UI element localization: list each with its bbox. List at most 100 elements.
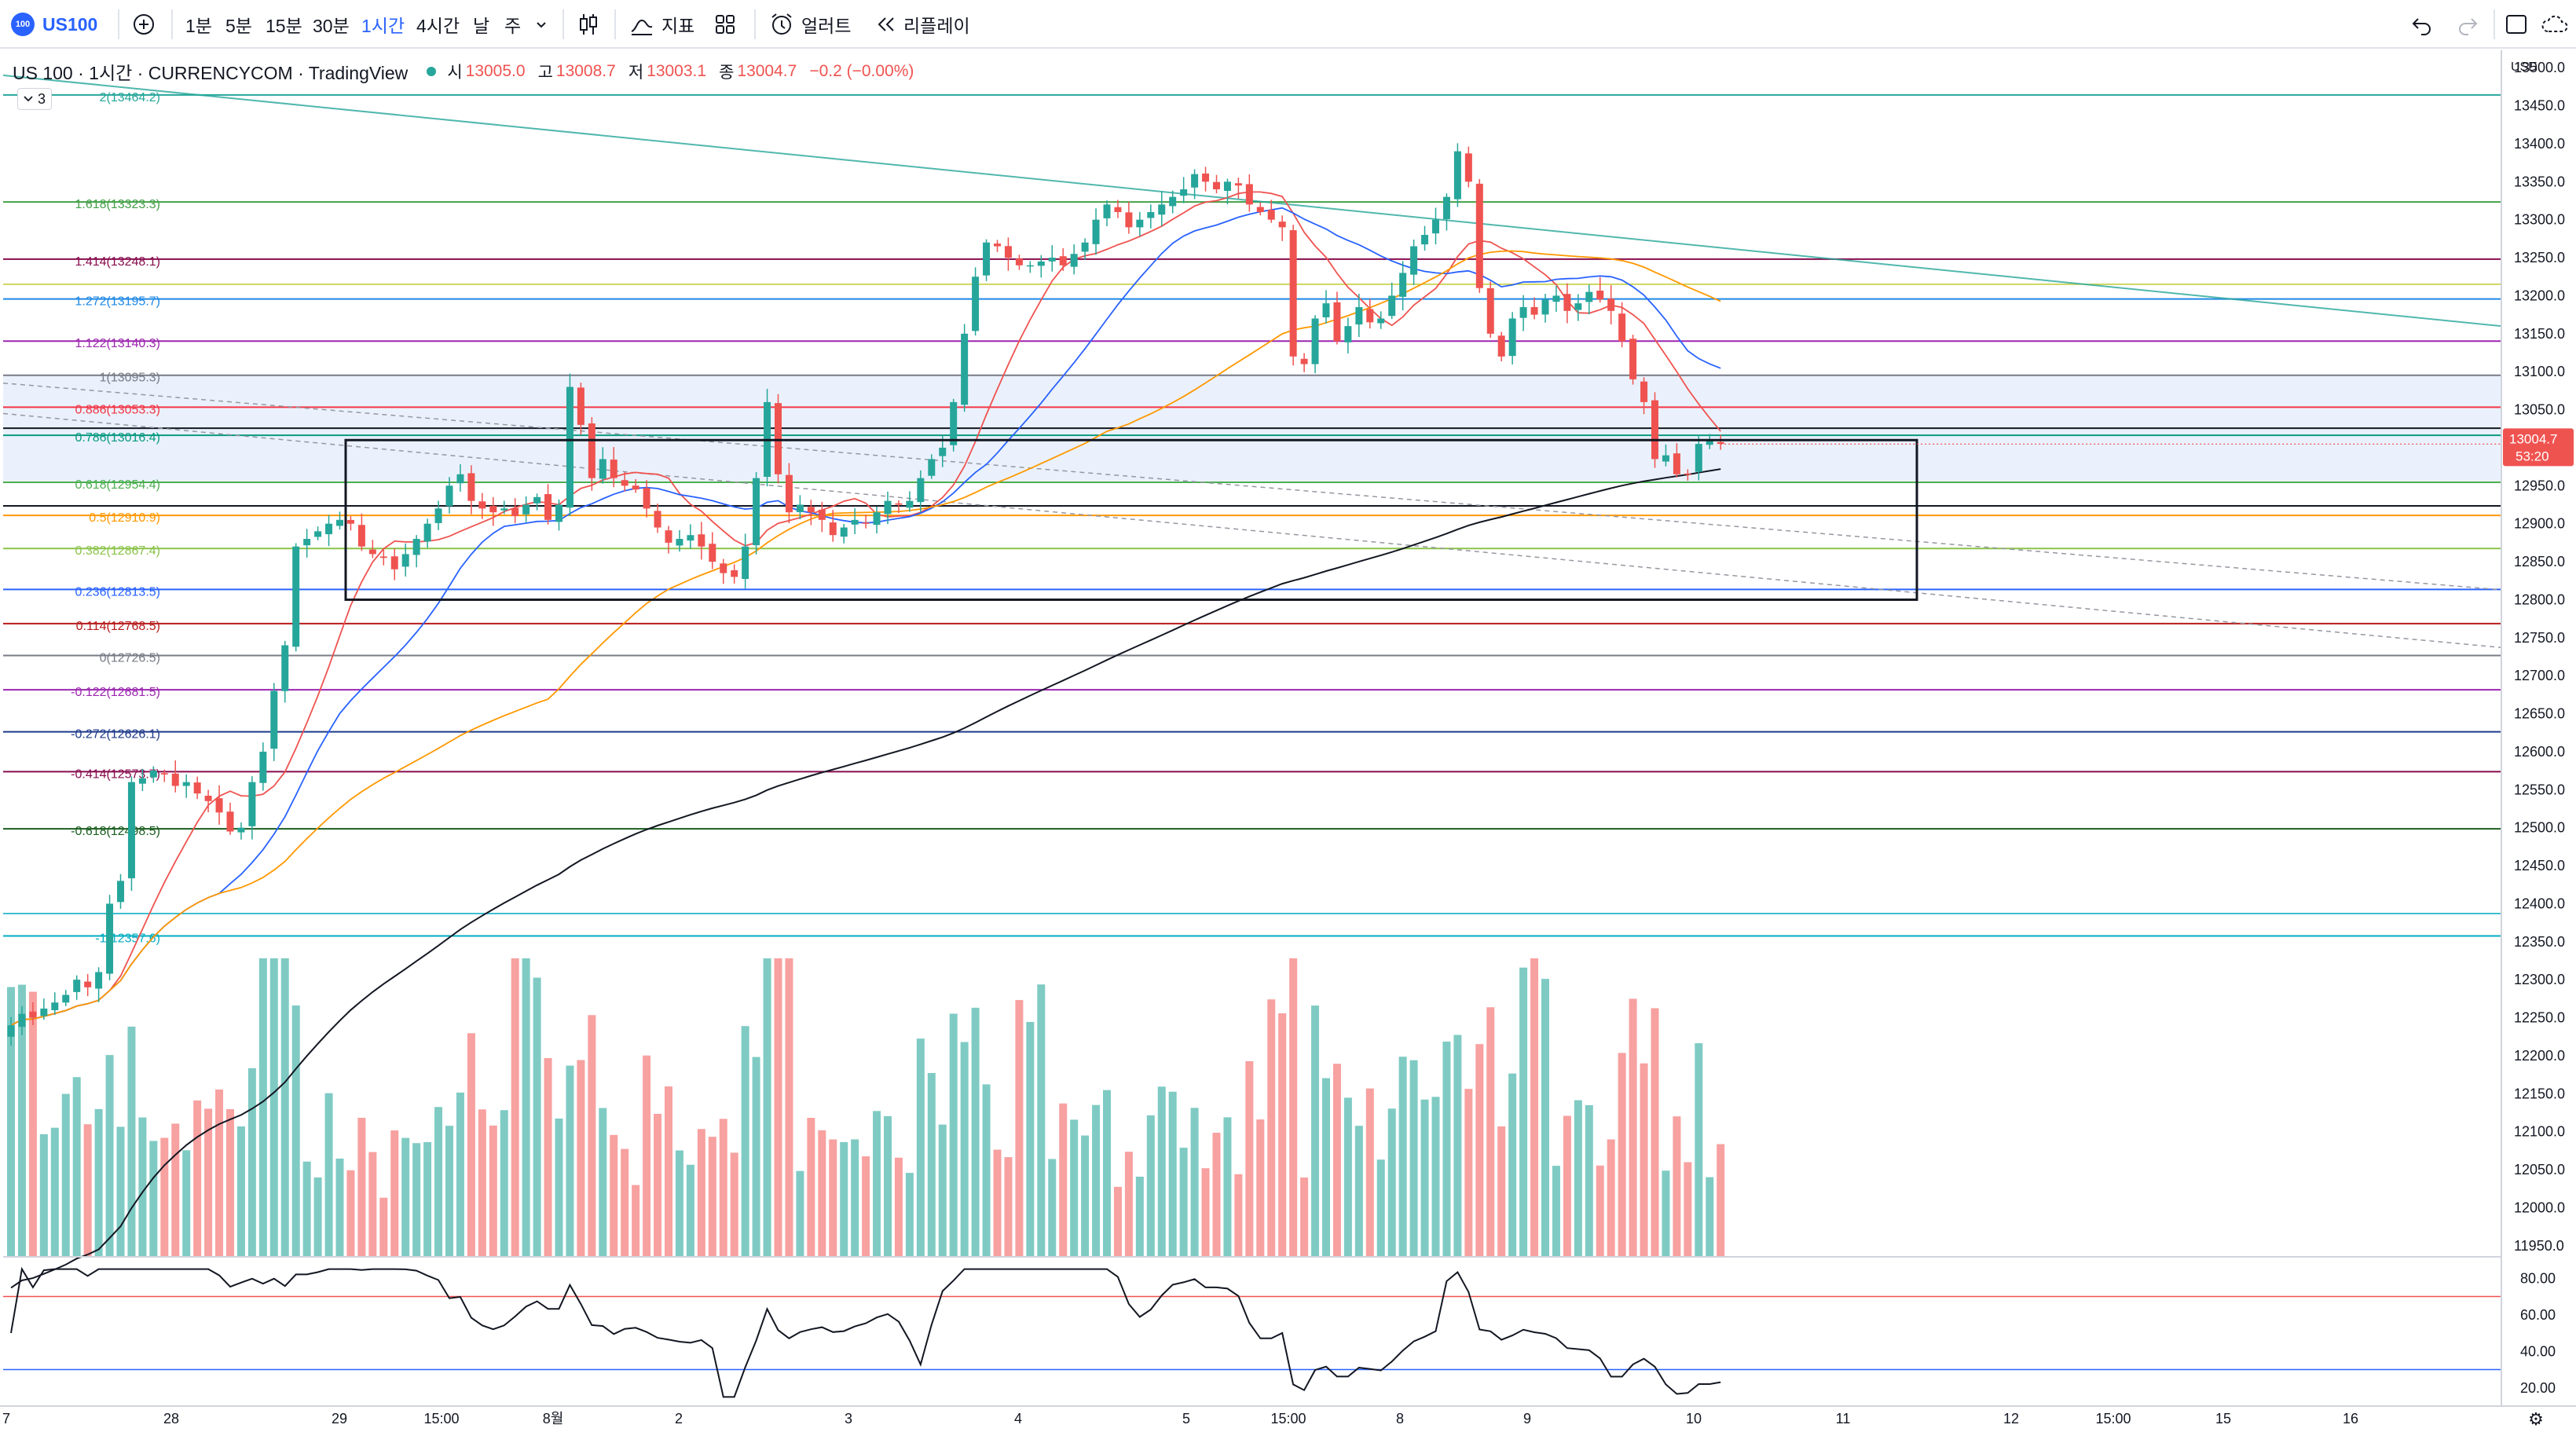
- rewind-icon: [878, 17, 894, 31]
- chart-legend: US 100 · 1시간 · CURRENCYCOM · TradingView…: [13, 58, 926, 85]
- volume-bar: [7, 987, 15, 1257]
- candle-body: [1717, 441, 1724, 445]
- candle-body: [1563, 294, 1571, 311]
- templates-button[interactable]: [713, 0, 737, 49]
- volume-bar: [83, 1124, 92, 1257]
- price-tick-label: 12650.0: [2514, 706, 2565, 722]
- volume-bar: [982, 1084, 991, 1257]
- interval-week[interactable]: 주: [504, 16, 522, 36]
- candle-body: [1497, 335, 1505, 357]
- chart-type-button[interactable]: [577, 0, 600, 49]
- volume-bar: [1618, 1053, 1626, 1257]
- volume-bar: [247, 1068, 256, 1257]
- price-tick-label: 12800.0: [2514, 591, 2565, 607]
- volume-bar: [555, 1118, 563, 1257]
- candle-body: [379, 556, 387, 559]
- interval-1h[interactable]: 1시간: [361, 16, 405, 36]
- compare-symbol-button[interactable]: [130, 0, 157, 49]
- volume-bar: [774, 958, 782, 1257]
- volume-bar: [1354, 1126, 1363, 1257]
- candle-body: [1070, 254, 1078, 267]
- indicators-collapse-button[interactable]: 3: [17, 88, 52, 110]
- interval-day[interactable]: 날: [473, 16, 490, 36]
- candle-body: [632, 485, 639, 490]
- fullscreen-button[interactable]: [2505, 0, 2528, 49]
- snapshot-button[interactable]: [2541, 0, 2571, 49]
- open-label: 시: [447, 64, 463, 82]
- chart-canvas[interactable]: 2(13464.2) 1.618(13323.3) 1.414(13248.1) 1.…: [0, 50, 2576, 1432]
- price-tick-label: 13450.0: [2514, 98, 2565, 114]
- volume-bar: [1135, 1176, 1144, 1257]
- candle-body: [577, 387, 584, 425]
- price-tick-label: 12900.0: [2514, 516, 2565, 532]
- price-axis-bg: [2501, 50, 2576, 1432]
- price-tick-label: 13500.0: [2514, 60, 2565, 75]
- volume-bar: [577, 1060, 585, 1257]
- time-tick-label: 7: [2, 1411, 10, 1427]
- price-tick-label: 12750.0: [2514, 630, 2565, 646]
- candle-body: [1191, 174, 1199, 188]
- candle-body: [1399, 273, 1407, 297]
- settings-gear-icon[interactable]: ⚙: [2528, 1409, 2544, 1429]
- volume-bar: [829, 1139, 837, 1257]
- time-tick-label: 16: [2343, 1411, 2358, 1427]
- volume-bar: [719, 1119, 727, 1257]
- volume-bar: [588, 1015, 596, 1257]
- indicators-count: 3: [37, 90, 46, 107]
- volume-bar: [632, 1185, 640, 1257]
- volume-bar: [226, 1108, 234, 1257]
- high-label: 고: [537, 64, 553, 82]
- redo-button[interactable]: [2456, 0, 2479, 49]
- interval-4h[interactable]: 4시간: [416, 16, 460, 36]
- rsi-line: [10, 1266, 1721, 1398]
- volume-bar: [1662, 1170, 1670, 1257]
- volume-bar: [610, 1134, 618, 1257]
- volume-bar: [313, 1177, 322, 1257]
- ma-fast-line: [10, 191, 1721, 1026]
- indicators-button[interactable]: 지표: [628, 0, 694, 49]
- time-tick-label: 10: [1686, 1411, 1702, 1427]
- toolbar-divider: [754, 9, 756, 39]
- price-tick-label: 12550.0: [2514, 782, 2565, 797]
- legend-title[interactable]: US 100 · 1시간 · CURRENCYCOM · TradingView: [13, 63, 409, 83]
- candle-body: [928, 459, 936, 476]
- undo-button[interactable]: [2410, 0, 2434, 49]
- volume-bar: [335, 1158, 344, 1257]
- volume-bar: [1387, 1108, 1396, 1257]
- price-tick-label: 13050.0: [2514, 402, 2565, 418]
- candle-body: [160, 773, 168, 775]
- volume-bar: [1234, 1174, 1243, 1257]
- candle-body: [1322, 303, 1330, 317]
- volume-bar: [127, 1026, 136, 1257]
- volume-bar: [686, 1164, 694, 1257]
- interval-menu-button[interactable]: [534, 0, 548, 49]
- chart-area[interactable]: 2(13464.2) 1.618(13323.3) 1.414(13248.1) 1.…: [0, 50, 2576, 1432]
- symbol-search-button[interactable]: 100 US100: [11, 0, 97, 49]
- replay-button[interactable]: 리플레이: [875, 0, 970, 49]
- volume-bar: [741, 1026, 749, 1257]
- last-price-tag: [2503, 428, 2574, 467]
- fib-level-label: 0.618(12954.4): [75, 478, 160, 492]
- candle-body: [709, 544, 716, 562]
- volume-bar: [938, 1124, 947, 1257]
- volume-bar: [28, 991, 37, 1257]
- candle-body: [983, 242, 991, 276]
- interval-15m[interactable]: 15분: [266, 16, 302, 36]
- rsi-tick-label: 40.00: [2520, 1343, 2556, 1359]
- volume-bar: [1311, 1005, 1320, 1257]
- candle-body: [237, 827, 245, 833]
- time-tick-label: 15:00: [1270, 1411, 1306, 1427]
- interval-5m[interactable]: 5분: [225, 16, 252, 36]
- candle-body: [665, 530, 672, 543]
- volume-bar: [1640, 1063, 1648, 1257]
- price-tick-label: 12300.0: [2514, 972, 2565, 987]
- volume-bar: [1278, 1013, 1287, 1257]
- interval-1m[interactable]: 1분: [185, 16, 212, 36]
- volume-bar: [138, 1117, 147, 1257]
- interval-30m[interactable]: 30분: [313, 16, 350, 36]
- candle-body: [1267, 210, 1275, 220]
- volume-bar: [39, 1134, 48, 1257]
- candle-body: [1464, 153, 1472, 182]
- volume-bar: [927, 1072, 936, 1257]
- alert-button[interactable]: 얼러트: [768, 0, 851, 49]
